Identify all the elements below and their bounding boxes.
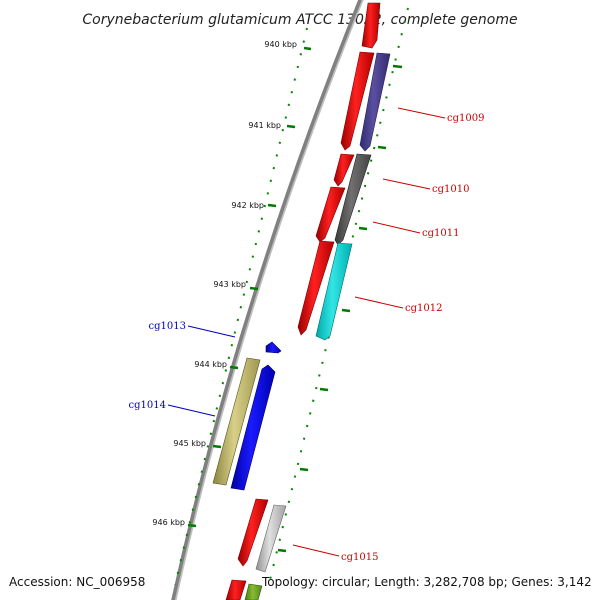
kbp-tick: [249, 286, 259, 291]
feature-olive-box: [244, 583, 263, 600]
kbp-tick: [267, 203, 277, 208]
leader-line: [397, 107, 446, 119]
cds-arrow: [315, 186, 346, 243]
cds-arrow: [333, 153, 355, 187]
kbp-tick: [303, 46, 312, 51]
kbp-tick: [319, 387, 329, 392]
gene-label-cg1011[interactable]: cg1011: [422, 228, 459, 239]
gene-cg1010-box: [334, 153, 372, 246]
gene-cg1014-box: [212, 357, 261, 486]
leader-line: [354, 296, 404, 309]
leader-line: [292, 544, 340, 557]
cds-arrow: [361, 2, 381, 49]
gene-label-cg1013[interactable]: cg1013: [149, 321, 186, 332]
map-title: Corynebacterium glutamicum ATCC 13032, c…: [82, 12, 517, 28]
cds-arrow: [225, 579, 247, 600]
leader-line: [167, 404, 216, 417]
kbp-tick: [392, 64, 403, 69]
leader-line: [187, 325, 236, 338]
cds-arrow: [297, 240, 335, 336]
kbp-label: 942 kbp: [231, 201, 264, 210]
kbp-tick: [187, 523, 197, 528]
kbp-tick: [229, 365, 239, 370]
gene-label-cg1012[interactable]: cg1012: [405, 303, 442, 314]
feature-track: [212, 52, 391, 600]
kbp-tick: [377, 145, 387, 150]
genome-backbone-line: [171, 0, 362, 600]
kbp-label: 946 kbp: [152, 518, 185, 527]
kbp-tick: [212, 444, 222, 449]
cds-arrow: [237, 498, 269, 567]
topology-label: Topology: circular; Length: 3,282,708 bp…: [262, 575, 592, 589]
forward-cds-track: [225, 2, 381, 600]
leader-line: [372, 221, 421, 234]
kbp-tick: [277, 548, 287, 553]
kbp-tick: [286, 124, 296, 129]
gene-label-cg1009[interactable]: cg1009: [447, 113, 484, 124]
cds-arrow: [340, 51, 375, 151]
leader-line: [382, 178, 431, 190]
gene-label-cg1010[interactable]: cg1010: [432, 184, 469, 195]
gene-label-cg1015[interactable]: cg1015: [341, 552, 378, 563]
accession-label: Accession: NC_006958: [9, 575, 146, 589]
kbp-tick: [358, 226, 368, 231]
kbp-tick: [341, 308, 351, 313]
kbp-label: 943 kbp: [213, 280, 246, 289]
gene-cg1015-box: [255, 504, 287, 573]
cds-reverse-arrow: [230, 364, 276, 491]
major-ticks: [187, 46, 403, 553]
kbp-tick: [299, 467, 309, 472]
left-ruler: [174, 27, 308, 586]
gene-label-cg1014[interactable]: cg1014: [129, 400, 166, 411]
kbp-label: 940 kbp: [264, 40, 297, 49]
kbp-label: 944 kbp: [194, 360, 227, 369]
gene-cg1013-box: [265, 341, 282, 354]
gene-leader-lines: [167, 107, 446, 557]
kbp-label: 941 kbp: [248, 121, 281, 130]
kbp-label: 945 kbp: [173, 439, 206, 448]
gene-cg1009-box: [359, 52, 391, 152]
gene-cg1012-box: [315, 242, 353, 341]
